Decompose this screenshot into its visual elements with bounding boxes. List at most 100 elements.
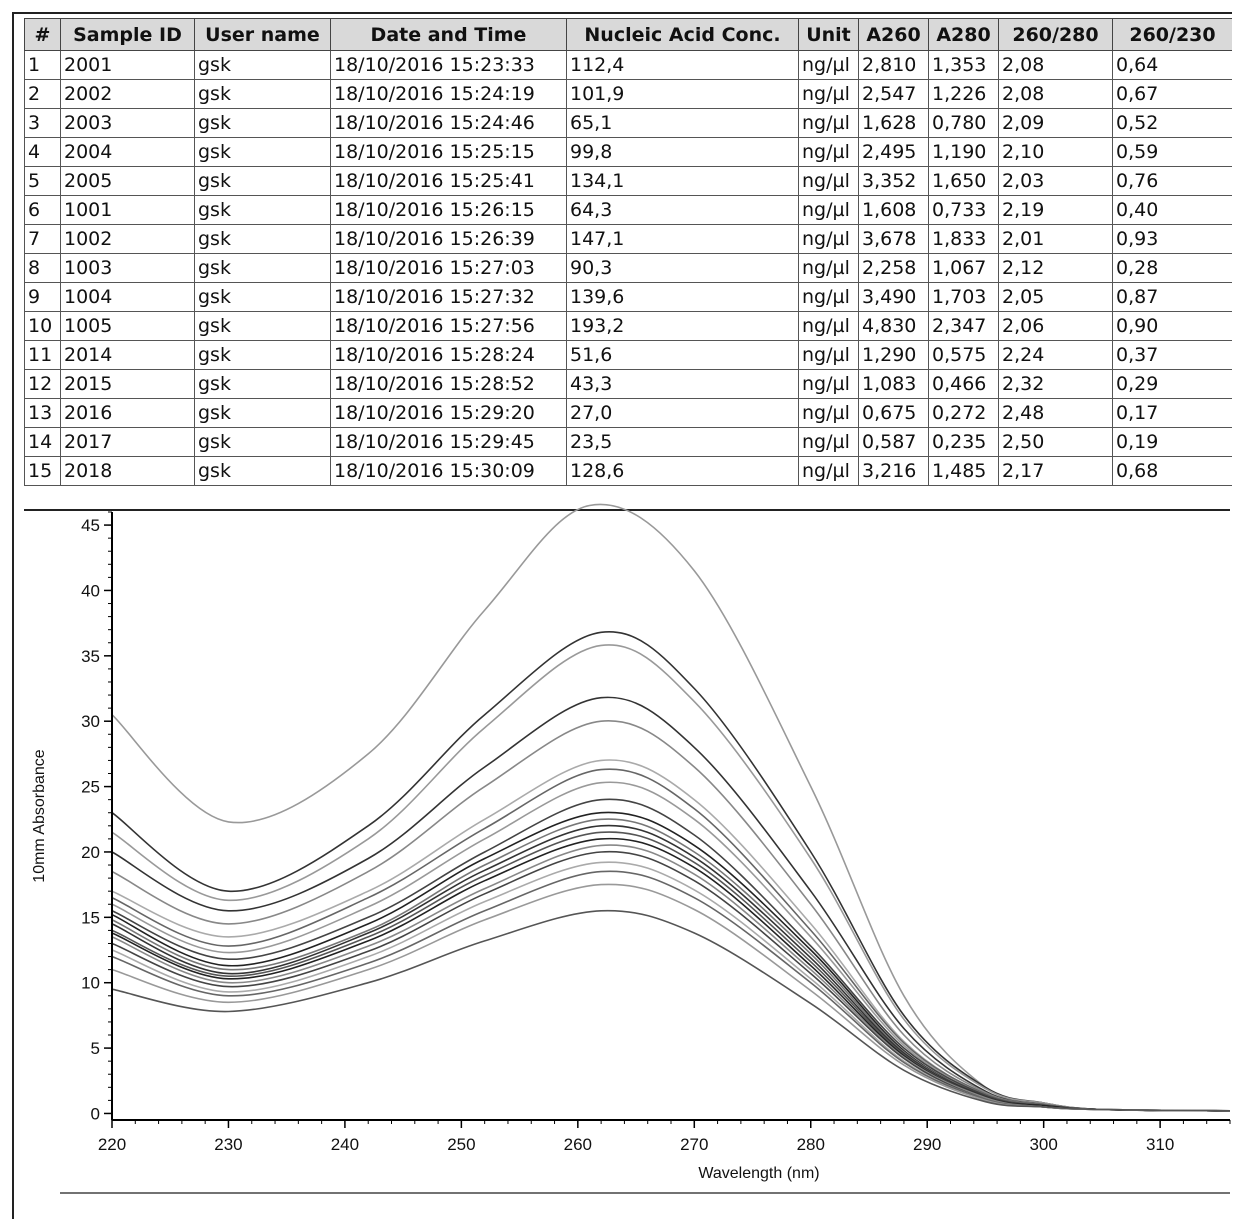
table-cell: 0,40 [1112, 195, 1232, 225]
x-tick-label: 300 [1029, 1135, 1057, 1154]
table-cell: 1,353 [928, 50, 999, 80]
table-cell: 18/10/2016 15:26:15 [330, 195, 567, 225]
table-cell: 18/10/2016 15:29:20 [330, 398, 567, 428]
table-row: 1 2001 gsk 18/10/2016 15:23:33 112,4 ng/µl 2,8… [24, 50, 1232, 80]
table-cell: 134,1 [566, 166, 799, 196]
series-line [111, 630, 1231, 1112]
series-line [111, 883, 1231, 1112]
y-tick-label: 25 [81, 778, 100, 797]
y-tick-label: 5 [91, 1039, 100, 1058]
col-header: 260/280 [998, 18, 1113, 51]
table-cell: 2,09 [998, 108, 1113, 138]
x-tick-label: 260 [564, 1135, 592, 1154]
table-cell: 1,083 [858, 369, 929, 399]
y-tick-label: 20 [81, 843, 100, 862]
table-header-row: # Sample ID User name Date and Time Nucleic … [24, 18, 1232, 51]
table-cell: 0,272 [928, 398, 999, 428]
table-cell: 101,9 [566, 79, 799, 109]
table-cell: gsk [194, 311, 331, 341]
table-cell: 2005 [60, 166, 195, 196]
table-cell: 0,780 [928, 108, 999, 138]
table-row: 3 2003 gsk 18/10/2016 15:24:46 65,1 ng/µl 1,62… [24, 108, 1232, 138]
table-row: 12 2015 gsk 18/10/2016 15:28:52 43,3 ng/µl 1,0… [24, 369, 1232, 399]
table-cell: 18/10/2016 15:28:52 [330, 369, 567, 399]
table-cell: ng/µl [798, 195, 859, 225]
table-cell: 2018 [60, 456, 195, 486]
table-cell: 2004 [60, 137, 195, 167]
table-cell: 2,12 [998, 253, 1113, 283]
table-cell: 0,87 [1112, 282, 1232, 312]
col-header: Nucleic Acid Conc. [566, 18, 799, 51]
series-line [111, 861, 1231, 1112]
series-line [111, 644, 1231, 1112]
table-cell: ng/µl [798, 340, 859, 370]
table-row: 15 2018 gsk 18/10/2016 15:30:09 128,6 ng/µl 3,… [24, 456, 1232, 486]
table-cell: gsk [194, 79, 331, 109]
table-cell: 1,833 [928, 224, 999, 254]
table-row: 13 2016 gsk 18/10/2016 15:29:20 27,0 ng/µl 0,6… [24, 398, 1232, 428]
table-cell: 2,08 [998, 79, 1113, 109]
table-cell: 0,90 [1112, 311, 1232, 341]
table-cell: 18/10/2016 15:25:41 [330, 166, 567, 196]
series-line [111, 811, 1231, 1112]
table-row: 6 1001 gsk 18/10/2016 15:26:15 64,3 ng/µl 1,60… [24, 195, 1232, 225]
table-cell: 15 [24, 456, 61, 486]
col-header: A280 [928, 18, 999, 51]
series-line [111, 798, 1231, 1112]
y-tick-label: 45 [81, 516, 100, 535]
table-cell: 6 [24, 195, 61, 225]
table-cell: 2001 [60, 50, 195, 80]
table-row: 5 2005 gsk 18/10/2016 15:25:41 134,1 ng/µl 3,3… [24, 166, 1232, 196]
table-cell: gsk [194, 50, 331, 80]
table-cell: 1005 [60, 311, 195, 341]
table-cell: 4 [24, 137, 61, 167]
series-line [111, 844, 1231, 1112]
table-cell: 0,93 [1112, 224, 1232, 254]
series-line [111, 503, 1231, 1112]
table-cell: 2003 [60, 108, 195, 138]
table-cell: 18/10/2016 15:26:39 [330, 224, 567, 254]
table-cell: 1002 [60, 224, 195, 254]
table-cell: 0,37 [1112, 340, 1232, 370]
table-cell: gsk [194, 340, 331, 370]
table-cell: 18/10/2016 15:28:24 [330, 340, 567, 370]
table-cell: 1,067 [928, 253, 999, 283]
col-header: Sample ID [60, 18, 195, 51]
y-axis-label: 10mm Absorbance [31, 749, 48, 883]
table-cell: ng/µl [798, 398, 859, 428]
col-header: Date and Time [330, 18, 567, 51]
table-cell: 3,216 [858, 456, 929, 486]
table-cell: 9 [24, 282, 61, 312]
table-cell: 1,190 [928, 137, 999, 167]
table-cell: 18/10/2016 15:27:32 [330, 282, 567, 312]
table-cell: 18/10/2016 15:23:33 [330, 50, 567, 80]
table-cell: gsk [194, 427, 331, 457]
x-tick-label: 220 [98, 1135, 126, 1154]
table-cell: 2,03 [998, 166, 1113, 196]
table-cell: ng/µl [798, 137, 859, 167]
table-cell: 0,19 [1112, 427, 1232, 457]
table-cell: 1 [24, 50, 61, 80]
table-cell: 2,06 [998, 311, 1113, 341]
x-axis-ticks: 220 230 240 250 260 270 280 290 300 310 [98, 1120, 1231, 1154]
table-cell: 0,575 [928, 340, 999, 370]
table-cell: 64,3 [566, 195, 799, 225]
table-cell: 2,17 [998, 456, 1113, 486]
table-cell: 0,17 [1112, 398, 1232, 428]
table-cell: 2 [24, 79, 61, 109]
table-cell: 112,4 [566, 50, 799, 80]
x-tick-label: 230 [214, 1135, 242, 1154]
table-cell: 2,10 [998, 137, 1113, 167]
table-cell: 4,830 [858, 311, 929, 341]
x-tick-label: 310 [1146, 1135, 1174, 1154]
table-cell: 139,6 [566, 282, 799, 312]
table-cell: ng/µl [798, 253, 859, 283]
table-cell: 0,28 [1112, 253, 1232, 283]
table-cell: 2,19 [998, 195, 1113, 225]
table-cell: 2016 [60, 398, 195, 428]
table-cell: gsk [194, 166, 331, 196]
table-cell: 43,3 [566, 369, 799, 399]
table-cell: 2017 [60, 427, 195, 457]
table-cell: ng/µl [798, 108, 859, 138]
y-tick-label: 35 [81, 647, 100, 666]
